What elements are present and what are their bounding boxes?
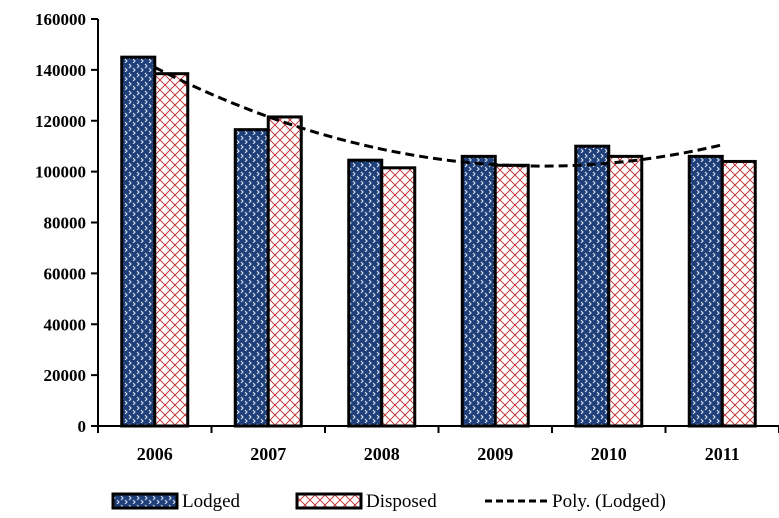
bar-disposed <box>720 159 757 428</box>
y-tick-label: 120000 <box>35 112 86 131</box>
bar-disposed <box>266 115 303 428</box>
x-tick-label: 2006 <box>137 444 173 464</box>
disposed-swatch-icon <box>295 492 363 510</box>
bar-disposed <box>153 72 190 428</box>
trendline <box>154 66 723 168</box>
bar-lodged <box>120 55 157 428</box>
trendline-path <box>154 66 723 168</box>
y-tick-label: 160000 <box>35 10 86 29</box>
x-tick-label: 2008 <box>364 444 400 464</box>
x-tick-label: 2009 <box>477 444 513 464</box>
bar-lodged <box>687 154 724 428</box>
bars <box>120 55 757 428</box>
bar-lodged <box>233 128 270 428</box>
y-tick-label: 60000 <box>44 264 87 283</box>
legend-item-disposed: Disposed <box>295 491 437 512</box>
y-tick-label: 0 <box>78 417 87 436</box>
legend-label-disposed: Disposed <box>366 491 437 512</box>
y-tick-label: 80000 <box>44 214 87 233</box>
legend: Lodged Disposed Poly. (Lodged) <box>111 491 666 512</box>
bar-lodged <box>574 144 611 428</box>
x-tick-label: 2010 <box>591 444 627 464</box>
x-axis: 2006 2007 2008 2009 2010 2011 <box>97 425 779 464</box>
y-axis: 0 20000 40000 60000 80000 100000 120000 140000 1… <box>35 10 99 436</box>
lodged-swatch-icon <box>111 492 179 510</box>
y-tick-label: 20000 <box>44 366 87 385</box>
bar-disposed <box>607 154 644 428</box>
legend-item-poly: Poly. (Lodged) <box>485 491 666 512</box>
bar-lodged <box>460 154 497 428</box>
bar-disposed <box>380 166 417 428</box>
legend-label-poly: Poly. (Lodged) <box>552 491 666 512</box>
bar-disposed <box>493 163 530 428</box>
y-tick-label: 40000 <box>44 315 87 334</box>
legend-label-lodged: Lodged <box>182 491 241 512</box>
legend-item-lodged: Lodged <box>111 491 241 512</box>
x-tick-label: 2011 <box>705 444 740 464</box>
x-tick-label: 2007 <box>250 444 286 464</box>
y-tick-label: 140000 <box>35 61 86 80</box>
y-tick-label: 100000 <box>35 163 86 182</box>
bar-lodged <box>347 158 384 428</box>
